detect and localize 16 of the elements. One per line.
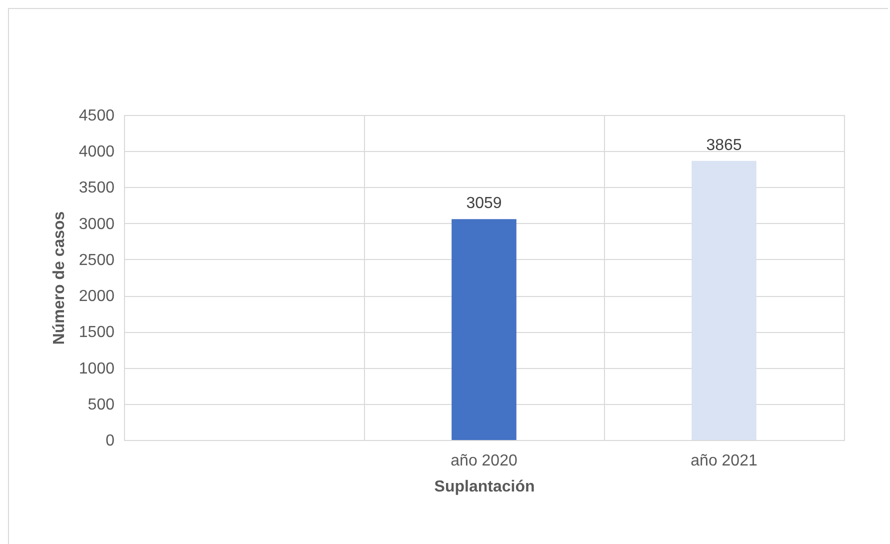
data-label: 3865 <box>706 136 742 154</box>
y-tick-label: 2000 <box>78 288 115 306</box>
data-label: 3059 <box>466 195 502 212</box>
y-tick-label: 4000 <box>78 144 115 161</box>
y-tick-label: 3500 <box>78 180 115 197</box>
y-tick-label: 1500 <box>78 324 115 342</box>
y-axis-title: Número de casos <box>50 211 68 345</box>
y-tick-label: 4500 <box>78 108 115 124</box>
y-tick-label: 2500 <box>78 252 115 269</box>
y-tick-label: 1000 <box>78 360 115 378</box>
y-tick-label: 3000 <box>78 216 115 233</box>
y-tick-label: 500 <box>88 396 115 414</box>
x-tick-label: año 2021 <box>690 452 758 470</box>
x-axis-title: Suplantación <box>434 478 535 496</box>
y-tick-label: 0 <box>106 432 115 450</box>
x-tick-label: año 2020 <box>450 452 518 470</box>
